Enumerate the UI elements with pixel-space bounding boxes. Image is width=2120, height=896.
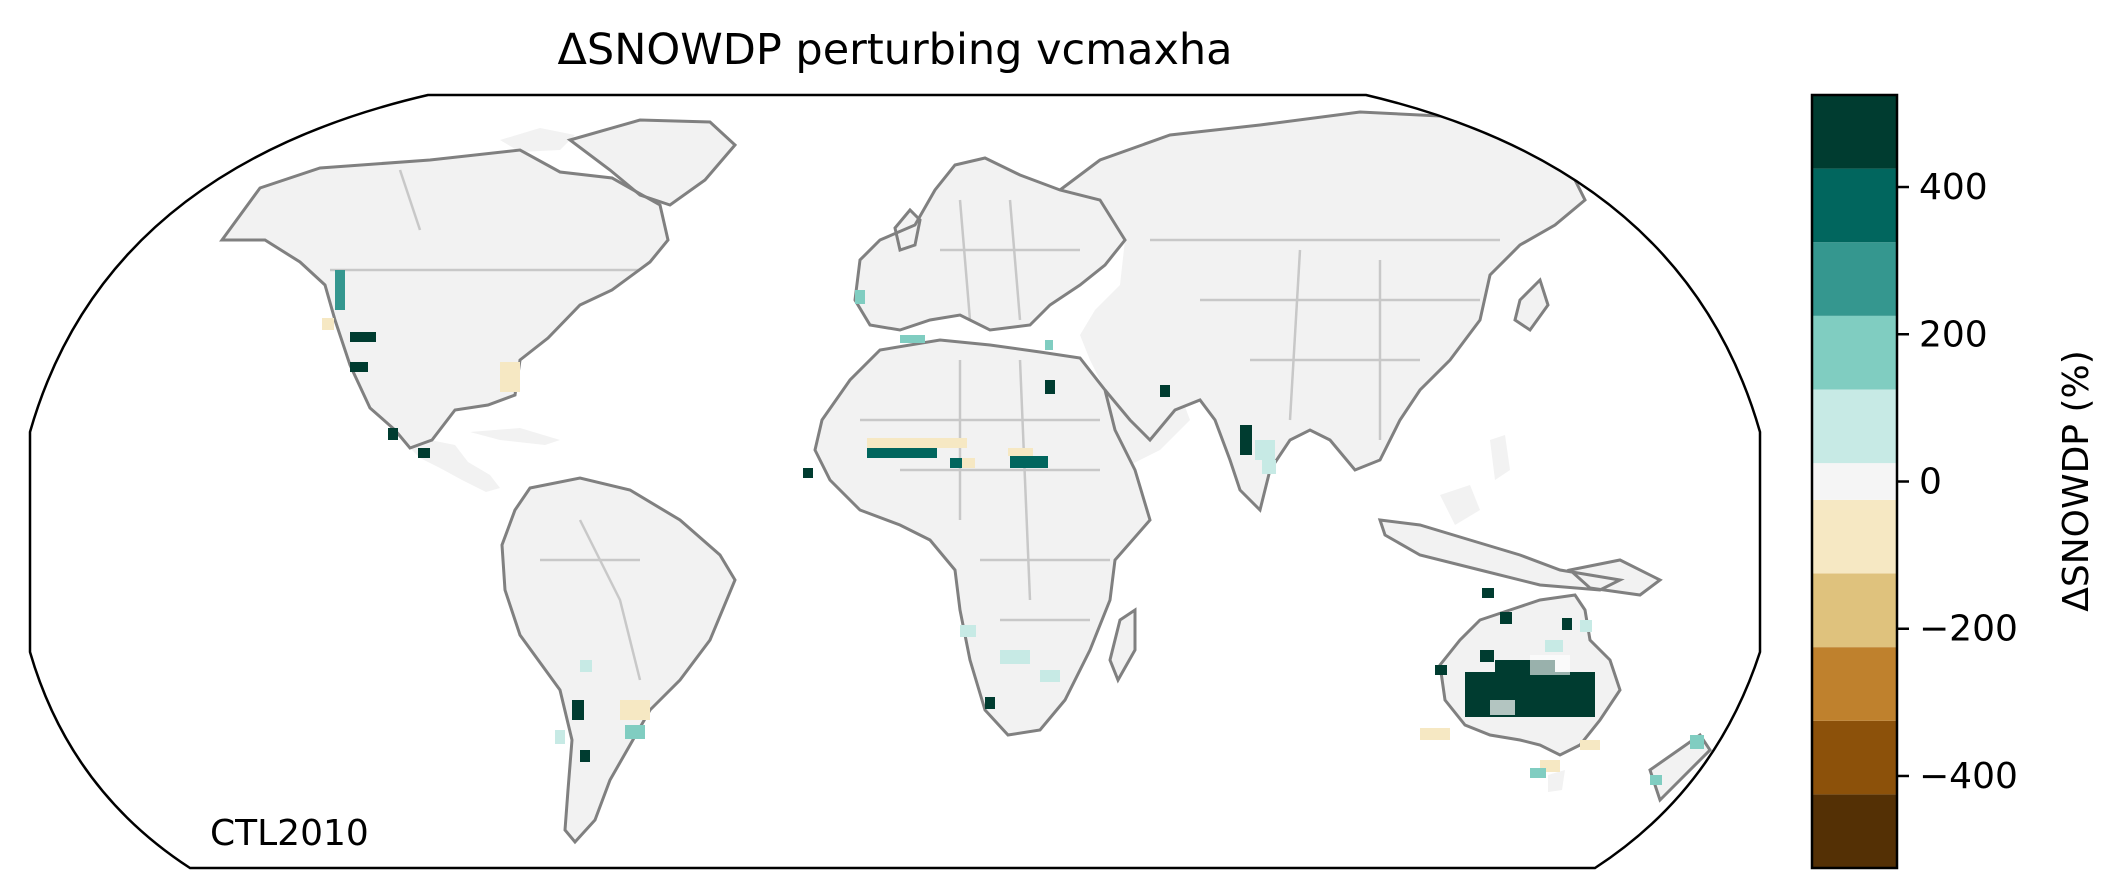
- data-cell: [1040, 670, 1060, 682]
- data-cell: [580, 750, 590, 762]
- colorbar-tick-label: 200: [1919, 314, 1988, 355]
- colorbar-bin: [1812, 463, 1897, 500]
- landmass-tasmania: [1548, 770, 1565, 792]
- data-cell: [1480, 650, 1494, 662]
- data-cell: [1010, 456, 1048, 468]
- map-title: ΔSNOWDP perturbing vcmaxha: [557, 25, 1232, 75]
- colorbar-bin: [1812, 647, 1897, 721]
- data-cell: [555, 730, 565, 744]
- data-cell: [1045, 380, 1055, 394]
- data-cell: [1530, 655, 1570, 675]
- data-cell: [1240, 425, 1252, 455]
- data-cell: [955, 458, 975, 468]
- landmass-uk: [895, 210, 920, 250]
- colorbar-tick-label: −200: [1919, 609, 2018, 650]
- colorbar-bin: [1812, 794, 1897, 868]
- country-borders: [330, 169, 1500, 681]
- data-cell: [855, 290, 865, 304]
- map-panel: CTL2010: [28, 93, 1762, 870]
- landmass-north-america: [222, 150, 668, 448]
- landmass-greenland: [570, 120, 735, 205]
- data-cell: [1000, 650, 1030, 664]
- data-cell: [1160, 385, 1170, 397]
- data-cells: [322, 270, 1704, 785]
- landmass-philippines: [1490, 435, 1510, 480]
- data-cell: [322, 318, 334, 330]
- corner-label: CTL2010: [210, 813, 369, 854]
- colorbar-bins: [1812, 95, 1897, 868]
- data-cell: [620, 700, 650, 720]
- colorbar-bin: [1812, 573, 1897, 648]
- landmass-central-america: [410, 440, 500, 492]
- data-cell: [1545, 640, 1563, 652]
- data-cell: [803, 468, 813, 478]
- colorbar-bin: [1812, 499, 1897, 574]
- landmass-europe: [855, 158, 1125, 330]
- data-cell: [418, 448, 430, 458]
- data-cell: [1580, 740, 1600, 750]
- data-cell: [572, 700, 584, 720]
- data-cell: [350, 332, 376, 342]
- data-cell: [388, 428, 398, 440]
- landmass-madagascar: [1110, 610, 1135, 680]
- data-cell: [1650, 775, 1662, 785]
- landmass-borneo: [1440, 485, 1480, 525]
- colorbar: −400 −200 0 200 400 ΔSNOWDP (%): [1810, 93, 2097, 870]
- data-cell: [900, 335, 925, 343]
- colorbar-ticks: −400 −200 0 200 400: [1897, 167, 2018, 797]
- map-boundary: [28, 93, 1762, 870]
- data-cell: [1255, 440, 1275, 460]
- data-cell: [1435, 665, 1447, 675]
- colorbar-label: ΔSNOWDP (%): [2056, 350, 2097, 612]
- data-cell: [1045, 340, 1053, 350]
- colorbar-tick-label: 0: [1919, 462, 1942, 503]
- data-cell: [1530, 768, 1546, 778]
- data-cell: [1690, 735, 1704, 749]
- data-cell: [1562, 618, 1572, 630]
- colorbar-tick-label: 400: [1919, 167, 1988, 208]
- data-cell: [1482, 588, 1494, 598]
- colorbar-tick-label: −400: [1919, 756, 2018, 797]
- data-cell: [350, 362, 368, 372]
- landmass-cuba: [470, 428, 560, 445]
- landmass-japan: [1515, 280, 1548, 330]
- landmass-canadian-arctic: [500, 128, 575, 152]
- data-cell: [335, 270, 345, 310]
- colorbar-bin: [1812, 315, 1897, 390]
- data-cell: [580, 660, 592, 672]
- data-cell: [1580, 620, 1592, 632]
- data-cell: [1465, 672, 1595, 717]
- landmass-south-america: [502, 478, 735, 842]
- data-cell: [960, 625, 976, 637]
- colorbar-bin: [1812, 168, 1897, 243]
- data-cell: [950, 458, 962, 468]
- data-cell: [1500, 612, 1512, 624]
- colorbar-bin: [1812, 242, 1897, 316]
- colorbar-bin: [1812, 389, 1897, 464]
- data-cell: [985, 697, 995, 709]
- landmass-indonesia: [1380, 520, 1620, 590]
- data-cell: [1490, 700, 1515, 715]
- colorbar-bin: [1812, 720, 1897, 795]
- colorbar-bin: [1812, 95, 1897, 169]
- data-cell: [867, 448, 937, 458]
- data-cell: [500, 362, 520, 392]
- data-cell: [625, 725, 645, 739]
- data-cell: [1420, 728, 1450, 740]
- data-cell: [867, 438, 967, 448]
- landmass-asia: [1060, 112, 1585, 510]
- data-cell: [1008, 448, 1033, 456]
- landmass-new-zealand: [1650, 735, 1710, 800]
- data-cell: [1262, 460, 1276, 474]
